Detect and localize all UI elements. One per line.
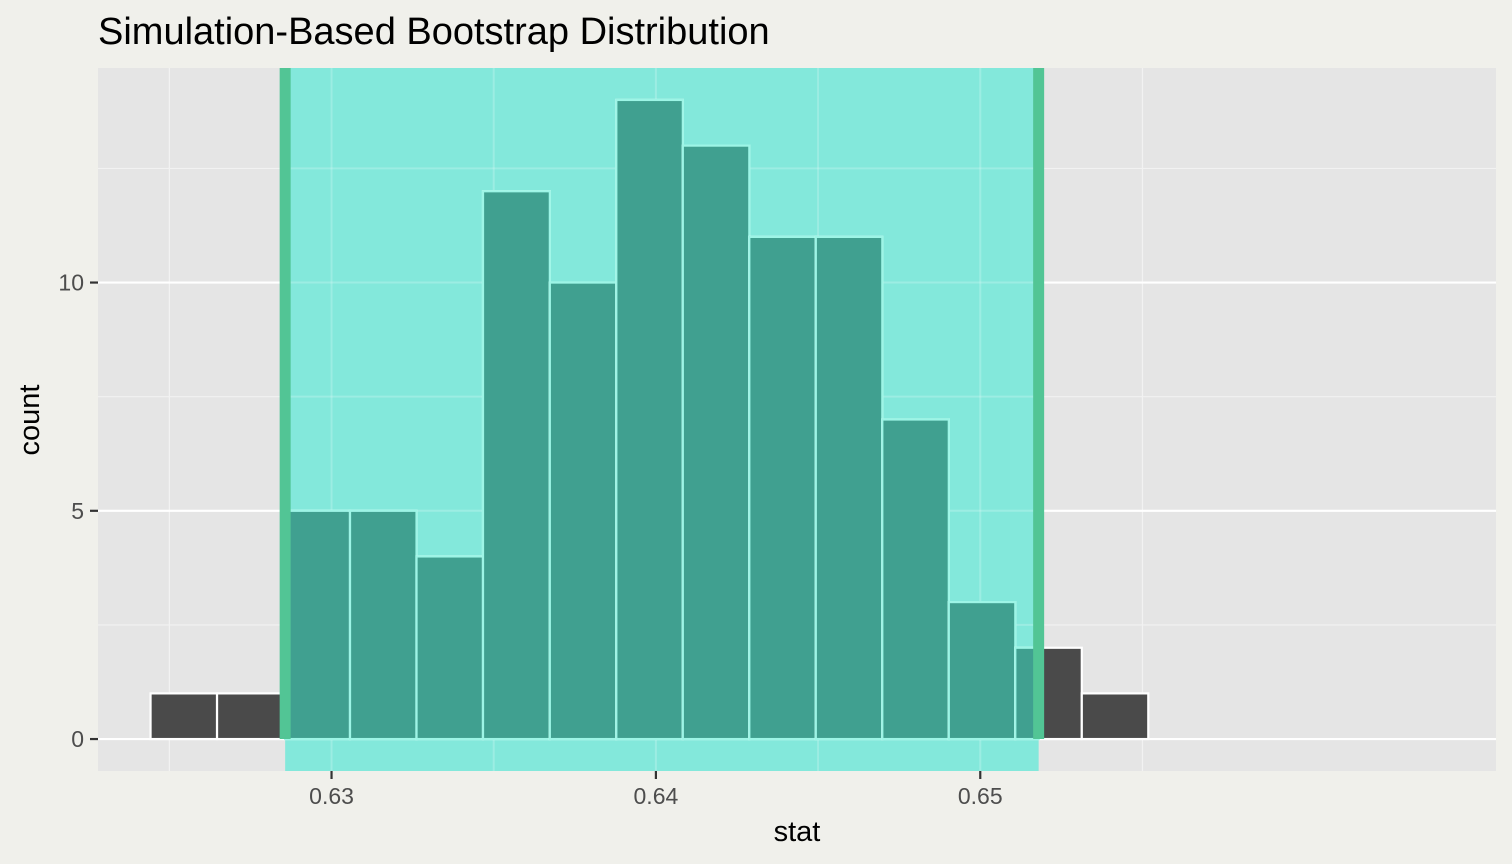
histogram-bar-in-interval	[284, 509, 352, 741]
y-axis: 0 5 10	[58, 270, 98, 752]
y-axis-title: count	[14, 385, 46, 456]
histogram-bar-in-interval	[615, 98, 684, 741]
x-tick-label: 0.64	[634, 783, 679, 809]
histogram-bar	[1080, 692, 1150, 741]
histogram-bar	[149, 692, 219, 741]
histogram-bar-in-interval	[881, 418, 950, 741]
histogram-bar-in-interval	[481, 190, 551, 741]
histogram-bar-in-interval	[548, 281, 618, 741]
x-tick-label: 0.63	[309, 783, 354, 809]
histogram-bar-in-interval	[814, 235, 884, 741]
histogram-bar-in-interval	[681, 144, 751, 741]
confidence-interval-endpoints	[279, 68, 1045, 740]
chart-title: Simulation-Based Bootstrap Distribution	[98, 11, 770, 53]
x-axis-title: stat	[774, 816, 821, 848]
histogram-bar-in-interval	[348, 509, 418, 741]
x-axis: 0.63 0.64 0.65	[309, 771, 1003, 809]
histogram-bar	[215, 692, 285, 741]
histogram-bar-in-interval	[947, 600, 1017, 741]
y-tick-label: 10	[58, 270, 84, 296]
histogram-bar-in-interval	[748, 235, 817, 741]
histogram-bar-in-interval	[415, 555, 485, 741]
x-tick-label: 0.65	[958, 783, 1003, 809]
histogram-bars	[149, 98, 1150, 741]
y-tick-label: 0	[71, 726, 84, 752]
y-tick-label: 5	[71, 498, 84, 524]
